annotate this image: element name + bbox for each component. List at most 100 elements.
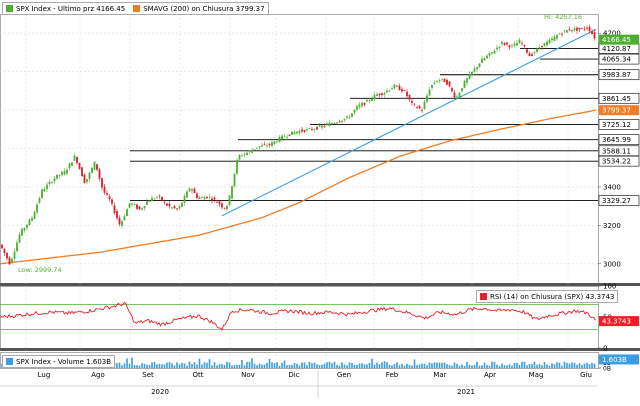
candle-body bbox=[121, 221, 123, 226]
volume-bar bbox=[366, 364, 368, 368]
candle-body bbox=[538, 47, 541, 49]
volume-bar bbox=[528, 364, 531, 368]
volume-bar bbox=[296, 363, 298, 368]
candle-body bbox=[296, 131, 298, 134]
candle-body bbox=[366, 99, 368, 102]
volume-bar bbox=[331, 363, 333, 368]
last-price-label: 4166.45 bbox=[602, 36, 631, 44]
candle-body bbox=[518, 39, 521, 44]
volume-bar bbox=[568, 363, 571, 368]
month-label: Ott bbox=[193, 371, 204, 379]
candle-body bbox=[418, 105, 421, 109]
candle-body bbox=[53, 178, 56, 182]
volume-bar bbox=[536, 364, 538, 368]
candle-body bbox=[246, 152, 248, 156]
candle-body bbox=[208, 196, 211, 198]
volume-bar bbox=[216, 365, 218, 368]
volume-bar bbox=[471, 365, 473, 368]
candle-body bbox=[158, 195, 161, 197]
price-legend-swatch bbox=[6, 5, 13, 12]
volume-bar bbox=[501, 363, 503, 368]
volume-bar bbox=[576, 364, 578, 368]
candle-body bbox=[263, 144, 266, 146]
volume-bar bbox=[506, 365, 508, 368]
volume-bar bbox=[273, 363, 276, 368]
candle-body bbox=[1, 244, 3, 249]
level-label: 4065.34 bbox=[602, 56, 631, 64]
candle-body bbox=[58, 174, 61, 176]
volume-bar bbox=[211, 365, 213, 368]
rsi-tick-label: 0 bbox=[603, 345, 607, 353]
volume-bar bbox=[508, 364, 511, 368]
candle-body bbox=[68, 163, 71, 168]
level-label: 3983.87 bbox=[602, 71, 631, 79]
candle-body bbox=[566, 30, 568, 33]
volume-bar bbox=[316, 364, 318, 368]
volume-bar bbox=[213, 362, 216, 368]
candle-body bbox=[136, 204, 138, 209]
volume-bar bbox=[393, 363, 396, 368]
candle-body bbox=[353, 109, 356, 113]
volume-legend-swatch bbox=[6, 358, 13, 365]
volume-bar bbox=[591, 362, 593, 368]
candle-body bbox=[398, 85, 401, 91]
rsi-legend: RSI (14) on Chiusura (SPX) 43.3743 bbox=[476, 290, 619, 303]
volume-bar bbox=[286, 365, 288, 368]
volume-bar bbox=[558, 362, 561, 368]
candle-body bbox=[166, 203, 168, 206]
candle-body bbox=[66, 169, 68, 174]
candle-body bbox=[306, 129, 308, 131]
candle-body bbox=[88, 172, 91, 180]
candle-body bbox=[468, 74, 471, 80]
candle-body bbox=[378, 93, 381, 96]
volume-bar bbox=[488, 365, 491, 368]
candle-body bbox=[161, 196, 163, 201]
candle-body bbox=[86, 179, 88, 182]
sma-tag bbox=[599, 105, 639, 116]
volume-bar bbox=[483, 362, 486, 368]
candle-body bbox=[93, 161, 96, 170]
volume-bar bbox=[408, 364, 411, 368]
year-label: 2020 bbox=[151, 388, 169, 396]
volume-bar bbox=[493, 361, 496, 368]
volume-bar bbox=[218, 364, 221, 368]
volume-bar bbox=[428, 362, 431, 368]
candle-body bbox=[71, 162, 73, 166]
candle-body bbox=[73, 155, 76, 161]
candle-body bbox=[558, 33, 561, 35]
volume-bar bbox=[268, 358, 271, 368]
volume-bar bbox=[306, 365, 308, 368]
candle-body bbox=[528, 53, 531, 57]
volume-bar bbox=[388, 364, 391, 368]
level-tag bbox=[598, 69, 640, 81]
candle-body bbox=[301, 129, 303, 132]
candle-body bbox=[536, 48, 538, 52]
volume-bar bbox=[441, 362, 443, 368]
volume-bar bbox=[326, 362, 328, 368]
candle-body bbox=[328, 122, 331, 127]
volume-bar bbox=[523, 361, 526, 368]
candle-body bbox=[51, 182, 53, 183]
candle-body bbox=[376, 94, 378, 96]
volume-bar bbox=[146, 364, 148, 368]
volume-bar bbox=[208, 359, 211, 368]
candle-body bbox=[516, 43, 518, 46]
month-label: Dic bbox=[288, 371, 299, 379]
candle-body bbox=[143, 206, 146, 209]
volume-bar bbox=[343, 364, 346, 368]
volume-bar bbox=[148, 364, 151, 368]
candle-body bbox=[76, 156, 78, 164]
candle-body bbox=[576, 27, 578, 31]
candle-body bbox=[108, 196, 111, 199]
volume-bar bbox=[438, 362, 441, 368]
volume-bar bbox=[178, 364, 181, 368]
candle-body bbox=[153, 198, 156, 200]
volume-bar bbox=[251, 358, 253, 368]
volume-bar bbox=[433, 362, 436, 368]
month-label: Set bbox=[142, 371, 154, 379]
candle-body bbox=[503, 42, 506, 45]
candle-body bbox=[431, 84, 433, 88]
volume-bar bbox=[143, 363, 146, 368]
volume-bar bbox=[373, 364, 376, 368]
volume-bar bbox=[183, 363, 186, 368]
